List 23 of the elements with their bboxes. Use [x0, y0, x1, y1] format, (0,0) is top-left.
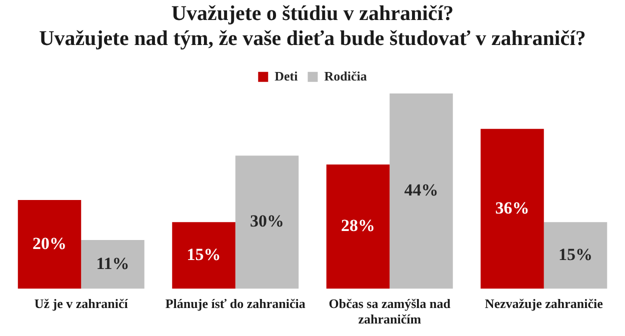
legend-label: Rodičia: [324, 68, 368, 84]
data-label: 44%: [404, 180, 438, 200]
x-tick-label: Občas sa zamýšla nad zahraničím: [328, 296, 452, 327]
data-label: 30%: [250, 212, 284, 231]
data-label: 28%: [341, 216, 376, 236]
data-label: 15%: [186, 244, 221, 264]
data-label: 11%: [96, 254, 130, 273]
legend-label: Deti: [274, 68, 298, 84]
x-tick-label: Už je v zahraničí: [34, 296, 128, 311]
bar: [81, 240, 144, 289]
x-tick-label: Nezvažuje zahraničie: [484, 296, 604, 311]
data-label: 36%: [495, 198, 530, 218]
bar: [18, 200, 82, 289]
bar: [544, 222, 608, 289]
data-label: 15%: [558, 244, 592, 264]
bar: [235, 156, 299, 289]
data-label: 20%: [32, 234, 67, 253]
bar: [172, 222, 236, 289]
bar: [326, 164, 390, 289]
bar: [480, 128, 544, 289]
chart-title: Uvažujete o štúdiu v zahraničí? Uvažujete nad tým, že vaše dieťa bude študovať v zahraničí?: [39, 1, 586, 50]
x-tick-label: Plánuje ísť do zahraničia: [165, 296, 306, 311]
bar: [390, 93, 453, 289]
